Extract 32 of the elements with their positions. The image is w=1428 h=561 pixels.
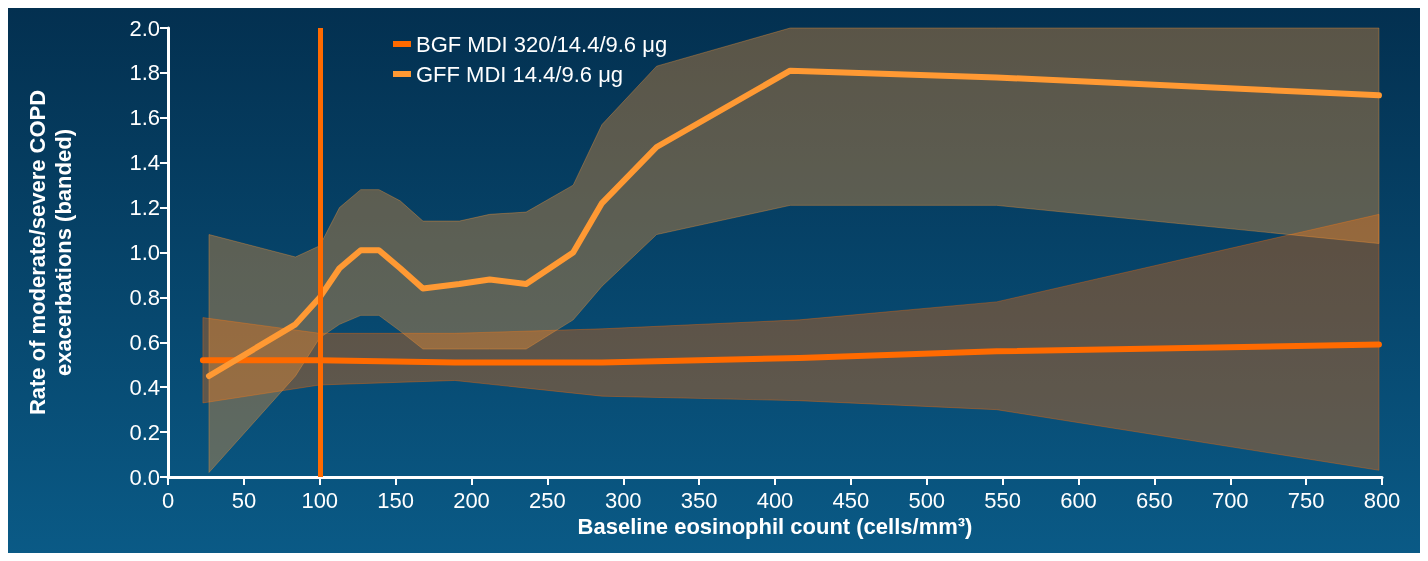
y-tick-label: 0.6 [129, 329, 160, 355]
x-tick-label: 0 [161, 487, 175, 513]
x-tick-label: 450 [832, 487, 870, 513]
y-tick-label: 1.4 [129, 150, 160, 176]
y-tick-label: 1.8 [129, 60, 160, 86]
y-axis-title: Rate of moderate/severe COPD exacerbations (banded) [24, 89, 76, 416]
x-tick-label: 500 [908, 487, 946, 513]
x-tick-label: 650 [1136, 487, 1173, 513]
y-tick-label: 0.0 [129, 464, 160, 490]
y-tick-label: 1.0 [129, 240, 160, 265]
x-tick-label: 250 [529, 487, 566, 513]
y-tick-label: 1.2 [129, 195, 160, 221]
x-tick-label: 800 [1363, 487, 1401, 513]
x-tick-label: 300 [604, 487, 642, 513]
x-tick-label: 200 [453, 487, 490, 513]
y-tick-label: 2.0 [129, 15, 160, 41]
y-tick-label: 0.8 [129, 284, 160, 310]
y-tick-label: 0.4 [129, 374, 160, 400]
y-tick-label: 0.2 [129, 419, 160, 445]
legend-label: BGF MDI 320/14.4/9.6 μg [416, 31, 668, 57]
x-tick-label: 550 [984, 487, 1021, 513]
x-tick-label: 50 [231, 487, 257, 513]
x-tick-label: 150 [377, 487, 414, 513]
x-axis-title: Baseline eosinophil count (cells/mm³) [577, 514, 973, 540]
x-tick-label: 750 [1287, 487, 1325, 513]
x-tick-label: 700 [1211, 487, 1249, 513]
y-tick-label: 1.6 [129, 105, 160, 131]
x-tick-label: 600 [1060, 487, 1097, 513]
x-tick-label: 350 [680, 487, 718, 513]
x-tick-label: 400 [756, 487, 794, 513]
x-tick-label: 100 [301, 487, 339, 513]
legend-label: GFF MDI 14.4/9.6 μg [416, 61, 624, 87]
